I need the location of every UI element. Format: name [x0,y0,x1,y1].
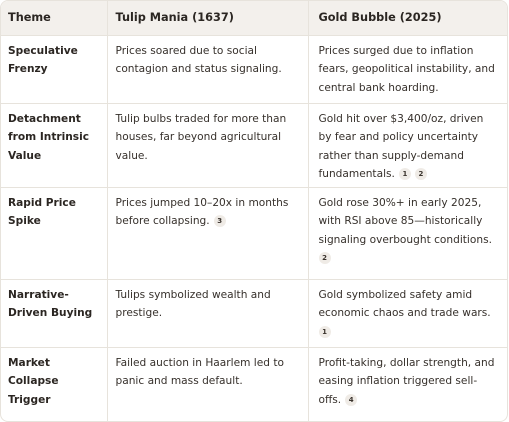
citation-badge[interactable]: 2 [414,168,427,180]
gold-cell: Gold symbolized safety amid economic cha… [308,279,507,348]
table-header-row: Theme Tulip Mania (1637) Gold Bubble (20… [1,1,507,36]
theme-text: Detachment from Intrinsic Value [8,112,89,162]
gold-text: Profit-taking, dollar strength, and easi… [318,356,495,406]
tulip-cell: Prices soared due to social contagion an… [107,35,309,104]
gold-cell: Prices surged due to inflation fears, ge… [308,35,507,104]
header-tulip-mania: Tulip Mania (1637) [107,1,309,36]
tulip-text: Failed auction in Haarlem led to panic a… [115,356,284,388]
tulip-text: Prices soared due to social contagion an… [115,44,282,76]
theme-text: Speculative Frenzy [8,44,78,76]
tulip-cell: Tulip bulbs traded for more than houses,… [107,103,309,188]
citation-badge[interactable]: 1 [398,168,411,180]
table-row: Detachment from Intrinsic Value Tulip bu… [1,103,507,188]
citation-badge[interactable]: 3 [213,215,226,227]
theme-text: Narrative-Driven Buying [8,288,93,320]
header-theme: Theme [1,1,108,36]
tulip-cell: Tulips symbolized wealth and prestige. [107,279,309,348]
tulip-text: Tulips symbolized wealth and prestige. [115,288,271,320]
table-row: Speculative Frenzy Prices soared due to … [1,35,507,104]
theme-cell: Narrative-Driven Buying [1,279,108,348]
table-row: Narrative-Driven Buying Tulips symbolize… [1,279,507,348]
gold-cell: Profit-taking, dollar strength, and easi… [308,347,507,421]
citation-badge[interactable]: 2 [318,252,331,264]
tulip-cell: Failed auction in Haarlem led to panic a… [107,347,309,421]
gold-text: Gold hit over $3,400/oz, driven by fear … [318,112,484,181]
gold-text: Prices surged due to inflation fears, ge… [318,44,495,94]
theme-text: Rapid Price Spike [8,196,76,228]
table-row: Rapid Price Spike Prices jumped 10–20x i… [1,187,507,280]
gold-text: Gold rose 30%+ in early 2025, with RSI a… [318,196,492,246]
gold-cell: Gold hit over $3,400/oz, driven by fear … [308,103,507,188]
citation-badge[interactable]: 4 [345,393,358,406]
theme-cell: Rapid Price Spike [1,187,108,280]
table-row: Market Collapse Trigger Failed auction i… [1,347,507,421]
citation-badge[interactable]: 1 [318,325,331,338]
header-gold-bubble: Gold Bubble (2025) [308,1,507,36]
tulip-text: Prices jumped 10–20x in months before co… [115,196,289,228]
theme-cell: Detachment from Intrinsic Value [1,103,108,188]
gold-cell: Gold rose 30%+ in early 2025, with RSI a… [308,187,507,280]
tulip-text: Tulip bulbs traded for more than houses,… [115,112,287,162]
theme-cell: Market Collapse Trigger [1,347,108,421]
theme-text: Market Collapse Trigger [8,356,59,406]
tulip-cell: Prices jumped 10–20x in months before co… [107,187,309,280]
gold-text: Gold symbolized safety amid economic cha… [318,288,491,320]
theme-cell: Speculative Frenzy [1,35,108,104]
